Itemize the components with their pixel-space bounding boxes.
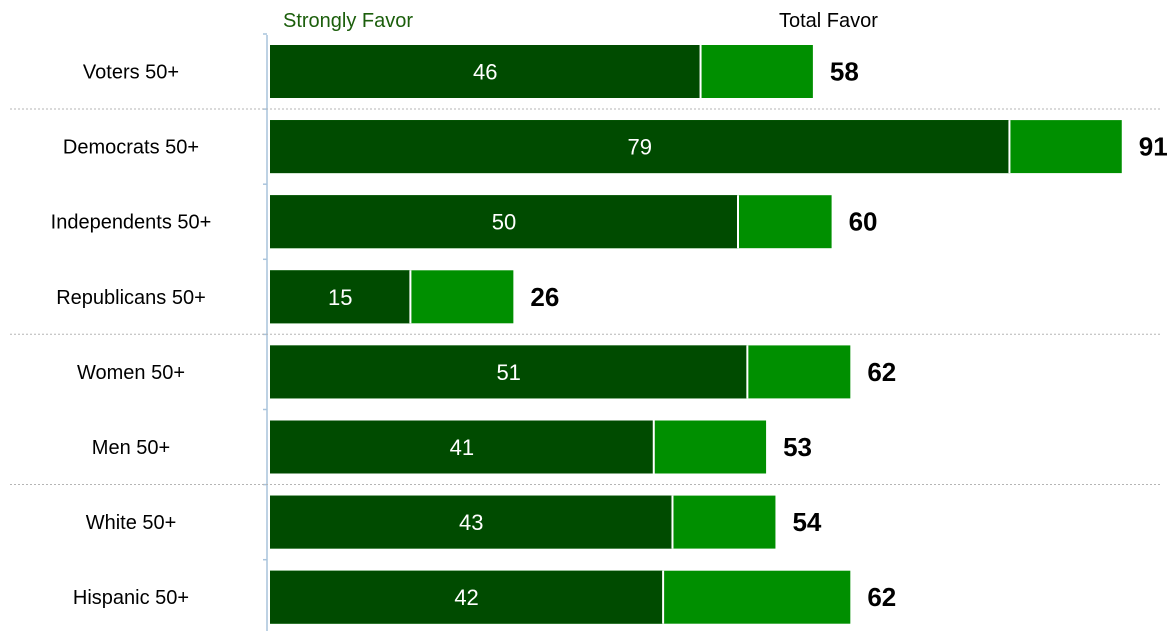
bar-strongly-favor bbox=[270, 120, 1010, 174]
data-label-total-favor: 62 bbox=[867, 357, 896, 387]
bar-strongly-favor bbox=[270, 420, 654, 474]
category-label: Men 50+ bbox=[92, 437, 170, 459]
data-label-total-favor: 53 bbox=[783, 432, 812, 462]
data-label-strongly-favor: 50 bbox=[492, 210, 516, 235]
category-label: Democrats 50+ bbox=[63, 137, 199, 159]
data-label-strongly-favor: 79 bbox=[627, 135, 651, 160]
legend-strongly-favor: Strongly Favor bbox=[283, 10, 414, 32]
data-label-strongly-favor: 41 bbox=[450, 435, 474, 460]
bar-strongly-favor bbox=[270, 495, 673, 549]
data-label-strongly-favor: 43 bbox=[459, 510, 483, 535]
data-label-strongly-favor: 42 bbox=[454, 585, 478, 610]
bar-strongly-favor bbox=[270, 570, 664, 624]
category-label: White 50+ bbox=[86, 512, 177, 534]
data-label-total-favor: 54 bbox=[792, 507, 821, 537]
legend-total-favor: Total Favor bbox=[779, 10, 878, 32]
category-label: Independents 50+ bbox=[51, 212, 212, 234]
data-label-total-favor: 58 bbox=[830, 57, 859, 87]
data-label-total-favor: 62 bbox=[867, 582, 896, 612]
data-label-strongly-favor: 15 bbox=[328, 285, 352, 310]
data-label-strongly-favor: 46 bbox=[473, 60, 497, 85]
data-label-total-favor: 60 bbox=[849, 207, 878, 237]
bar-strongly-favor bbox=[270, 45, 701, 98]
data-label-strongly-favor: 51 bbox=[496, 360, 520, 385]
data-label-total-favor: 26 bbox=[530, 282, 559, 312]
category-label: Hispanic 50+ bbox=[73, 587, 189, 609]
category-label: Voters 50+ bbox=[83, 62, 179, 84]
bar-strongly-favor bbox=[270, 195, 738, 249]
category-label: Republicans 50+ bbox=[56, 287, 206, 309]
category-label: Women 50+ bbox=[77, 362, 185, 384]
bar-strongly-favor bbox=[270, 270, 411, 324]
data-label-total-favor: 91 bbox=[1139, 132, 1168, 162]
bar-strongly-favor bbox=[270, 345, 748, 399]
